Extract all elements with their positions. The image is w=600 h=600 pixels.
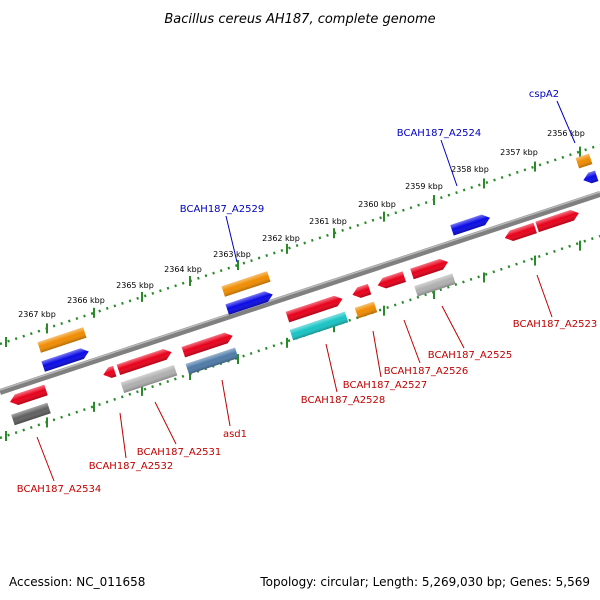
gene-orange-outer-1[interactable]: [37, 327, 87, 353]
gene-orange-inner-shading: [354, 301, 378, 319]
gene-red-inner-2-shading: [103, 365, 117, 378]
callout-line-a2524: [440, 139, 458, 187]
gene-blue-outer-2-shading: [225, 291, 273, 315]
gene-red-inner-3[interactable]: [116, 347, 174, 376]
gene-label-asd1[interactable]: asd1: [223, 429, 247, 440]
gene-blue-outer-cspA2[interactable]: [582, 170, 599, 186]
gene-red-inner-1-shading: [9, 384, 48, 405]
gene-orange-outer-cspA2-shading: [575, 153, 593, 169]
map-title: Bacillus cereus AH187, complete genome: [164, 12, 435, 27]
gene-cyan-inner-shading: [289, 311, 349, 341]
gene-orange-outer-1-shading: [37, 327, 87, 353]
gene-red-inner-10-shading: [535, 210, 579, 233]
tick-label: 2362 kbp: [262, 234, 300, 243]
gene-orange-inner[interactable]: [354, 301, 378, 319]
gene-red-inner-5-shading: [285, 295, 343, 323]
tick-label: 2357 kbp: [500, 148, 538, 157]
tick-label: 2359 kbp: [405, 182, 443, 191]
gene-red-inner-2[interactable]: [102, 365, 117, 380]
gene-red-inner-6-shading: [352, 283, 372, 298]
gene-red-inner-7-shading: [377, 271, 407, 289]
gene-red-inner-8[interactable]: [410, 257, 450, 280]
genome-backbone-highlight: [0, 191, 600, 391]
gene-blue-outer-1-shading: [41, 348, 89, 372]
callout-line-a2523: [536, 274, 553, 318]
gene-red-inner-9-shading: [504, 222, 537, 242]
gene-label-a2531[interactable]: BCAH187_A2531: [137, 447, 221, 458]
callout-line-a2525: [441, 305, 465, 349]
tick-label: 2367 kbp: [18, 310, 56, 319]
gene-features: [8, 153, 599, 426]
gene-orange-outer-2[interactable]: [221, 271, 271, 297]
accession-text: Accession: NC_011658: [9, 575, 145, 589]
callout-line-asd1: [221, 379, 231, 427]
gene-red-inner-9[interactable]: [503, 222, 537, 244]
gene-red-inner-7[interactable]: [376, 271, 407, 290]
gene-label-a2523[interactable]: BCAH187_A2523: [513, 319, 597, 330]
gene-label-a2534[interactable]: BCAH187_A2534: [17, 484, 101, 495]
gene-gray-inner-3[interactable]: [414, 273, 456, 297]
tick-label: 2358 kbp: [451, 165, 489, 174]
tick-label: 2356 kbp: [547, 129, 585, 138]
topology-text: Topology: circular; Length: 5,269,030 bp…: [259, 575, 590, 589]
gene-red-inner-3-shading: [116, 349, 172, 376]
gene-callouts: cspA2 BCAH187_A2524 BCAH187_A2529 BCAH187_A…: [17, 89, 597, 495]
gene-red-inner-5[interactable]: [285, 294, 345, 323]
gene-label-a2528[interactable]: BCAH187_A2528: [301, 395, 385, 406]
callout-line-cspA2: [556, 100, 576, 144]
callout-line-a2534: [36, 436, 55, 482]
gene-steel-inner[interactable]: [185, 347, 239, 375]
gene-orange-outer-cspA2[interactable]: [575, 153, 593, 169]
gene-label-a2529[interactable]: BCAH187_A2529: [180, 204, 264, 215]
gene-blue-outer-3[interactable]: [450, 212, 491, 236]
gene-label-cspA2[interactable]: cspA2: [529, 89, 559, 100]
gene-orange-outer-2-shading: [221, 271, 271, 297]
callout-line-a2531: [154, 401, 177, 445]
gene-label-a2527[interactable]: BCAH187_A2527: [343, 380, 427, 391]
tick-label: 2366 kbp: [67, 296, 105, 305]
gene-gray-inner-2[interactable]: [120, 364, 178, 394]
gene-cyan-inner[interactable]: [289, 311, 349, 341]
callout-line-a2528: [325, 343, 338, 393]
outer-tick-track: [0, 143, 600, 346]
inner-tick-track: [0, 234, 600, 440]
gene-steel-inner-shading: [185, 347, 239, 375]
tick-label: 2364 kbp: [164, 265, 202, 274]
gene-blue-outer-1[interactable]: [41, 346, 90, 372]
tick-label: 2363 kbp: [213, 250, 251, 259]
gene-gray-inner-3-shading: [414, 273, 456, 297]
callout-line-a2527: [372, 330, 382, 378]
gene-gray-inner-1-shading: [11, 402, 51, 426]
tick-labels: 2356 kbp 2357 kbp 2358 kbp 2359 kbp 2360 kbp…: [18, 129, 585, 319]
gene-blue-outer-3-shading: [450, 214, 490, 236]
gene-label-a2532[interactable]: BCAH187_A2532: [89, 461, 173, 472]
tick-label: 2365 kbp: [116, 281, 154, 290]
gene-red-inner-4[interactable]: [181, 331, 235, 358]
gene-blue-outer-2[interactable]: [225, 289, 274, 315]
tick-label: 2361 kbp: [309, 217, 347, 226]
callout-line-a2526: [403, 319, 421, 364]
gene-red-inner-1[interactable]: [8, 384, 48, 407]
tick-label: 2360 kbp: [358, 200, 396, 209]
callout-line-a2532: [119, 412, 127, 459]
gene-gray-inner-2-shading: [120, 364, 178, 394]
gene-label-a2526[interactable]: BCAH187_A2526: [384, 366, 468, 377]
callout-line-a2529: [225, 215, 238, 263]
gene-blue-outer-cspA2-shading: [583, 170, 599, 184]
gene-red-inner-4-shading: [181, 332, 233, 358]
gene-label-a2525[interactable]: BCAH187_A2525: [428, 350, 512, 361]
major-ticks: [5, 146, 581, 442]
genome-backbone: [0, 191, 600, 395]
gene-red-inner-8-shading: [410, 259, 449, 280]
gene-label-a2524[interactable]: BCAH187_A2524: [397, 128, 481, 139]
gene-red-inner-6[interactable]: [351, 283, 372, 300]
gene-red-inner-10[interactable]: [535, 208, 580, 233]
gene-gray-inner-1[interactable]: [11, 402, 51, 426]
